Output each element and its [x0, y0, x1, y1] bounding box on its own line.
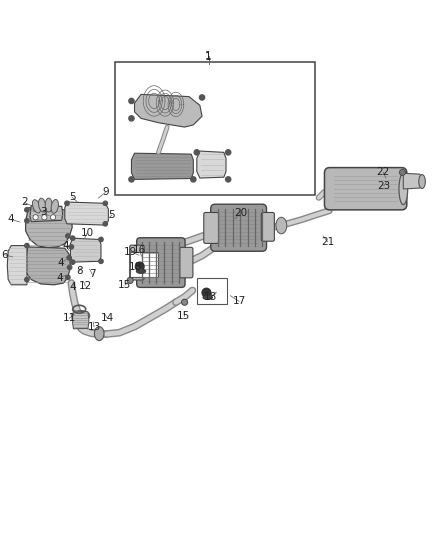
Text: 4: 4 — [69, 282, 76, 292]
Text: 4: 4 — [8, 214, 14, 224]
Bar — [130, 252, 159, 277]
Polygon shape — [71, 238, 101, 262]
Circle shape — [25, 244, 29, 248]
Circle shape — [399, 169, 406, 175]
Bar — [197, 278, 227, 303]
Polygon shape — [134, 94, 202, 127]
Text: 10: 10 — [81, 228, 94, 238]
Text: 18: 18 — [204, 292, 217, 302]
FancyBboxPatch shape — [211, 204, 266, 251]
Text: 2: 2 — [21, 197, 28, 207]
Text: 4: 4 — [57, 258, 64, 268]
Text: 17: 17 — [233, 296, 246, 306]
Polygon shape — [30, 206, 63, 222]
Polygon shape — [25, 247, 71, 285]
Polygon shape — [131, 153, 193, 180]
Text: 12: 12 — [79, 281, 92, 290]
Text: 11: 11 — [63, 313, 76, 324]
Text: 15: 15 — [177, 311, 191, 321]
Circle shape — [25, 219, 29, 223]
Text: 14: 14 — [101, 313, 114, 324]
Circle shape — [25, 208, 29, 212]
Text: 19: 19 — [124, 247, 137, 257]
Text: 7: 7 — [89, 269, 95, 279]
Circle shape — [103, 201, 107, 206]
Circle shape — [66, 275, 70, 280]
Text: 5: 5 — [69, 192, 75, 202]
Text: 9: 9 — [102, 188, 109, 197]
Circle shape — [194, 150, 199, 155]
Polygon shape — [197, 151, 226, 178]
Polygon shape — [25, 208, 72, 248]
Circle shape — [33, 215, 38, 220]
Circle shape — [71, 260, 75, 264]
Circle shape — [67, 265, 72, 270]
Ellipse shape — [51, 199, 58, 213]
Text: 13: 13 — [87, 321, 101, 332]
Text: 3: 3 — [40, 207, 46, 216]
Text: 18: 18 — [129, 262, 142, 271]
Text: 23: 23 — [377, 181, 390, 191]
Text: 8: 8 — [76, 266, 82, 276]
Circle shape — [202, 288, 211, 297]
Circle shape — [33, 206, 38, 212]
Circle shape — [71, 236, 75, 240]
Circle shape — [50, 215, 56, 220]
FancyBboxPatch shape — [137, 238, 185, 287]
Polygon shape — [403, 173, 422, 189]
Ellipse shape — [95, 327, 104, 341]
Ellipse shape — [399, 173, 408, 205]
Circle shape — [67, 256, 71, 260]
FancyBboxPatch shape — [130, 245, 144, 280]
Text: 16: 16 — [133, 245, 146, 255]
Circle shape — [65, 201, 69, 206]
Text: 15: 15 — [118, 280, 131, 290]
Text: 1: 1 — [205, 51, 212, 61]
Text: 6: 6 — [1, 250, 8, 260]
Circle shape — [127, 277, 133, 284]
Text: 5: 5 — [109, 210, 115, 220]
Polygon shape — [65, 202, 108, 225]
Circle shape — [42, 215, 47, 220]
Text: 1: 1 — [205, 52, 212, 61]
Circle shape — [129, 98, 134, 103]
Ellipse shape — [419, 175, 425, 189]
FancyBboxPatch shape — [325, 167, 407, 210]
Ellipse shape — [203, 295, 212, 300]
Text: 20: 20 — [234, 208, 247, 219]
Circle shape — [191, 177, 196, 182]
Circle shape — [99, 237, 103, 241]
Circle shape — [50, 206, 56, 212]
Polygon shape — [73, 311, 89, 329]
FancyBboxPatch shape — [204, 213, 219, 244]
Circle shape — [129, 177, 134, 182]
Circle shape — [135, 262, 144, 271]
Circle shape — [103, 222, 107, 226]
Circle shape — [42, 206, 47, 212]
Circle shape — [182, 299, 187, 305]
Ellipse shape — [39, 198, 46, 212]
Text: 21: 21 — [321, 237, 334, 247]
Ellipse shape — [45, 198, 52, 212]
Ellipse shape — [32, 200, 41, 213]
Text: 4: 4 — [63, 241, 70, 252]
Circle shape — [99, 259, 103, 263]
Circle shape — [226, 150, 231, 155]
Text: 22: 22 — [377, 167, 390, 177]
Ellipse shape — [276, 217, 287, 234]
Text: 4: 4 — [56, 273, 63, 283]
Polygon shape — [7, 246, 27, 285]
Circle shape — [199, 95, 205, 100]
Bar — [115, 62, 315, 195]
Ellipse shape — [136, 269, 146, 273]
Circle shape — [226, 177, 231, 182]
FancyBboxPatch shape — [180, 247, 193, 278]
Circle shape — [66, 234, 70, 238]
FancyBboxPatch shape — [261, 213, 274, 241]
Circle shape — [129, 116, 134, 121]
Circle shape — [69, 245, 74, 249]
Circle shape — [25, 277, 29, 282]
